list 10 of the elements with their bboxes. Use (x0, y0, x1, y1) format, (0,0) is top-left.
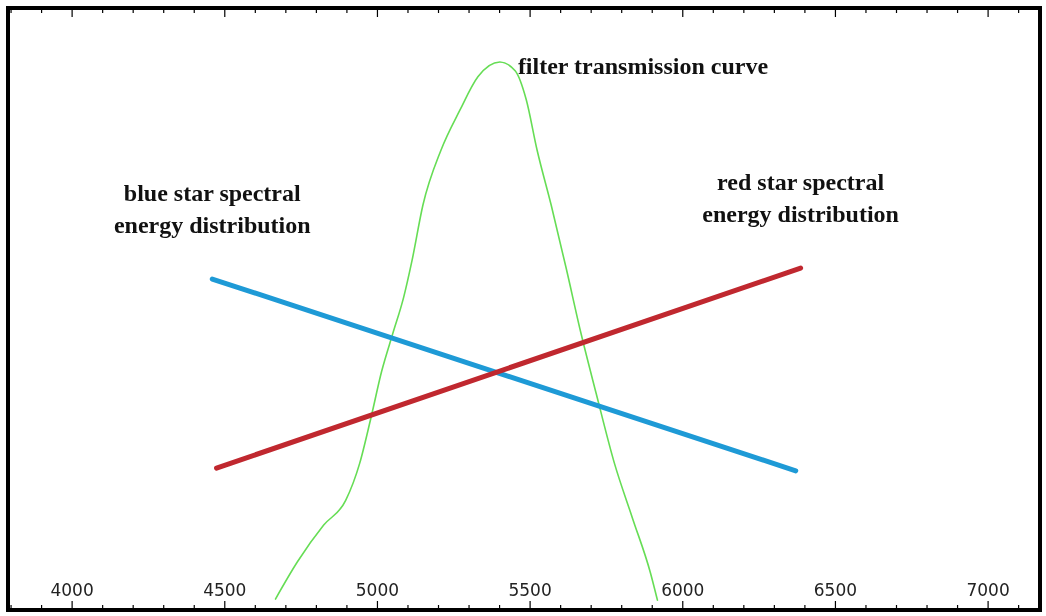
x-tick-label: 6500 (813, 580, 858, 600)
x-tick-label: 5000 (355, 580, 400, 600)
x-tick-label: 7000 (966, 580, 1010, 600)
text: red star spectral energy distribution (702, 169, 899, 228)
series-label: filter transmission curve (517, 53, 769, 79)
x-tick-label: 5500 (508, 580, 552, 600)
x-tick-label: 4000 (50, 580, 94, 600)
text: blue star spectral energy distribution (113, 180, 311, 239)
x-tick-label: 6000 (661, 580, 705, 600)
x-tick-label: 4500 (203, 580, 247, 600)
